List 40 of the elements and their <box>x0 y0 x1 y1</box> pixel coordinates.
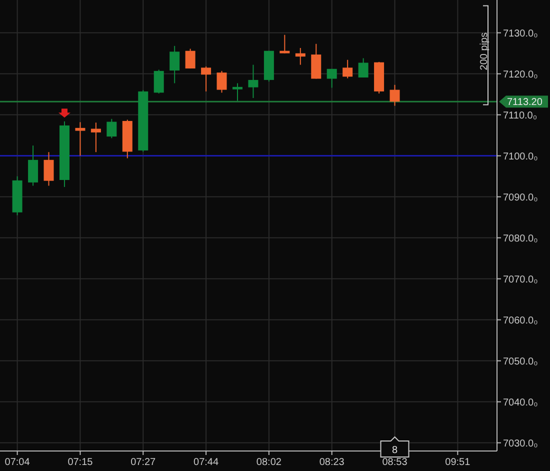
y-tick-label: 7100.0₀ <box>503 151 538 162</box>
candlestick <box>75 122 86 156</box>
y-tick-label: 7050.0₀ <box>503 356 538 368</box>
candlestick <box>280 34 290 54</box>
y-tick-label: 7110.0₀ <box>503 110 537 122</box>
x-tick-label: 08:53 <box>382 457 408 468</box>
candlestick <box>390 84 400 106</box>
candlestick <box>201 66 212 92</box>
x-tick-label: 09:51 <box>445 457 471 468</box>
candlestick <box>326 68 337 88</box>
y-tick-label: 7040.0₀ <box>503 397 538 408</box>
x-tick-label: 08:23 <box>319 457 345 468</box>
x-tick-label: 07:15 <box>68 457 94 468</box>
candlestick <box>44 152 54 186</box>
x-tick-label: 07:27 <box>130 457 156 468</box>
candlestick <box>216 70 227 94</box>
y-tick-label: 7130.0₀ <box>503 28 538 40</box>
candlestick <box>232 82 242 102</box>
ref-line-label: 7113.20 <box>507 97 543 108</box>
y-tick-label: 7070.0₀ <box>503 274 538 286</box>
y-tick-label: 7080.0₀ <box>503 233 538 244</box>
candlestick <box>342 59 353 79</box>
candlestick <box>106 118 117 139</box>
candlestick <box>185 48 196 69</box>
candlestick <box>28 145 38 186</box>
y-tick-label: 7030.0₀ <box>503 438 538 450</box>
annotation: 200 pips <box>479 32 490 70</box>
y-tick-label: 7090.0₀ <box>503 192 538 204</box>
y-tick-label: 7060.0₀ <box>503 315 538 326</box>
candlestick <box>170 45 180 84</box>
candlestick <box>358 58 368 78</box>
y-tick-label: 7120.0₀ <box>503 69 538 80</box>
x-tick-label: 07:04 <box>4 457 30 468</box>
candlestick <box>248 64 258 98</box>
annotation: 8 <box>392 445 398 456</box>
candlestick <box>90 122 101 153</box>
candlestick <box>154 69 164 94</box>
candlestick <box>295 47 306 66</box>
x-tick-label: 07:44 <box>194 457 219 468</box>
x-tick-label: 08:02 <box>256 457 282 468</box>
